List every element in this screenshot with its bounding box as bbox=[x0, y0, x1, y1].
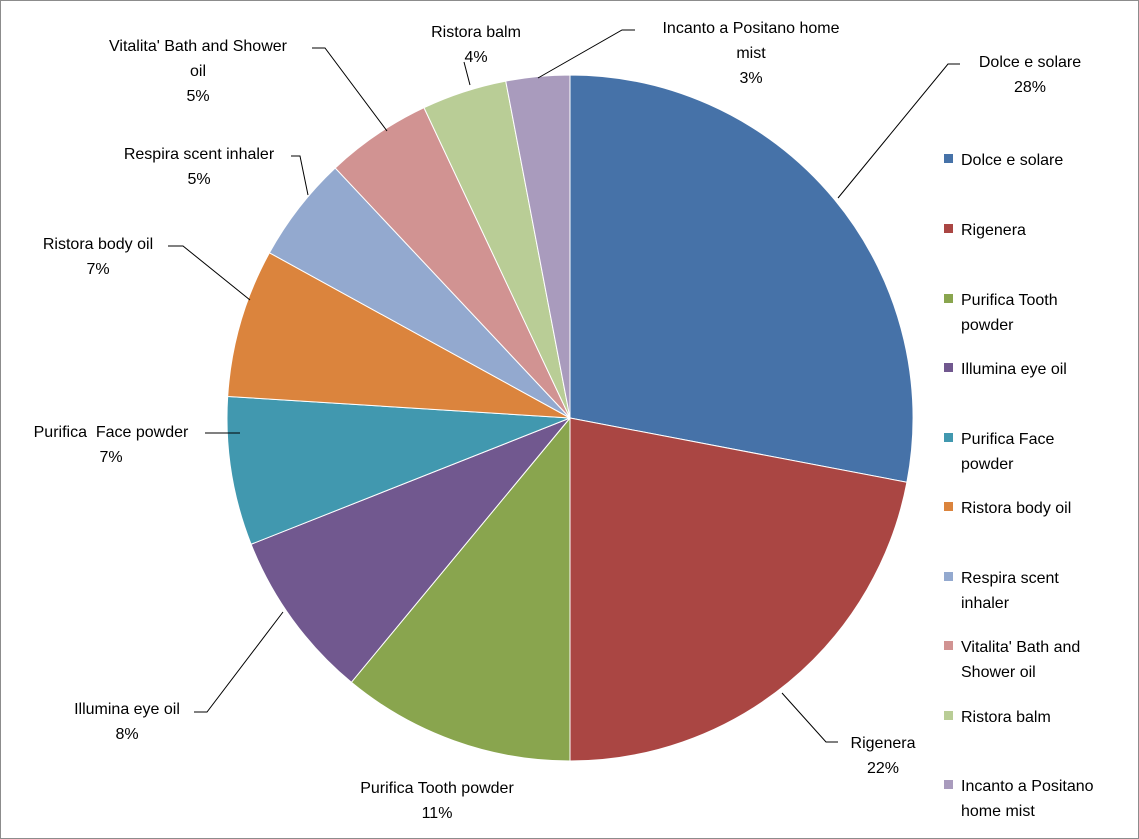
legend-entry: Dolce e solare bbox=[961, 152, 1063, 169]
legend-swatch bbox=[944, 433, 953, 442]
leader-line bbox=[537, 29, 635, 79]
legend-swatch bbox=[944, 780, 953, 789]
pie-slice bbox=[250, 417, 571, 683]
data-label: Respira scent inhaler 5% bbox=[124, 146, 275, 188]
data-label: Dolce e solare 28% bbox=[979, 54, 1081, 96]
pie-slice bbox=[226, 395, 571, 545]
legend-entry: Purifica Face powder bbox=[961, 431, 1054, 473]
legend-entry: Purifica Tooth powder bbox=[961, 292, 1058, 334]
data-label: Rigenera 22% bbox=[851, 735, 916, 777]
pie-slice bbox=[505, 74, 571, 419]
legend-swatch bbox=[944, 224, 953, 233]
leader-line bbox=[837, 63, 960, 199]
pie-slice bbox=[569, 74, 914, 483]
legend-entry: Incanto a Positano home mist bbox=[961, 778, 1094, 820]
legend-entry: Ristora balm bbox=[961, 709, 1051, 726]
data-label: Ristora body oil 7% bbox=[43, 236, 153, 278]
leader-line bbox=[781, 692, 838, 743]
data-label: Purifica Face powder 7% bbox=[34, 424, 189, 466]
data-label: Ristora balm 4% bbox=[431, 24, 521, 66]
leader-line bbox=[463, 61, 471, 86]
legend-entry: Respira scent inhaler bbox=[961, 570, 1059, 612]
pie-slice bbox=[227, 252, 571, 419]
leader-line bbox=[312, 47, 388, 132]
data-label: Illumina eye oil 8% bbox=[74, 701, 180, 743]
legend-swatch bbox=[944, 572, 953, 581]
legend-entry: Vitalita' Bath and Shower oil bbox=[961, 639, 1080, 681]
legend-swatch bbox=[944, 502, 953, 511]
leader-line bbox=[168, 245, 251, 301]
leader-line bbox=[194, 611, 284, 713]
legend-swatch bbox=[944, 363, 953, 372]
data-label: Incanto a Positano home mist 3% bbox=[662, 20, 839, 87]
legend-entry: Rigenera bbox=[961, 222, 1026, 239]
legend-swatch bbox=[944, 711, 953, 720]
pie-slice bbox=[350, 416, 571, 762]
legend-swatch bbox=[944, 641, 953, 650]
legend-entry: Ristora body oil bbox=[961, 500, 1071, 517]
legend-swatch bbox=[944, 154, 953, 163]
legend-swatch bbox=[944, 294, 953, 303]
data-label: Vitalita' Bath and Shower oil 5% bbox=[109, 38, 288, 105]
legend-entry: Illumina eye oil bbox=[961, 361, 1067, 378]
pie-slice bbox=[569, 417, 908, 762]
data-label: Purifica Tooth powder 11% bbox=[360, 780, 514, 822]
leader-line bbox=[291, 155, 309, 196]
